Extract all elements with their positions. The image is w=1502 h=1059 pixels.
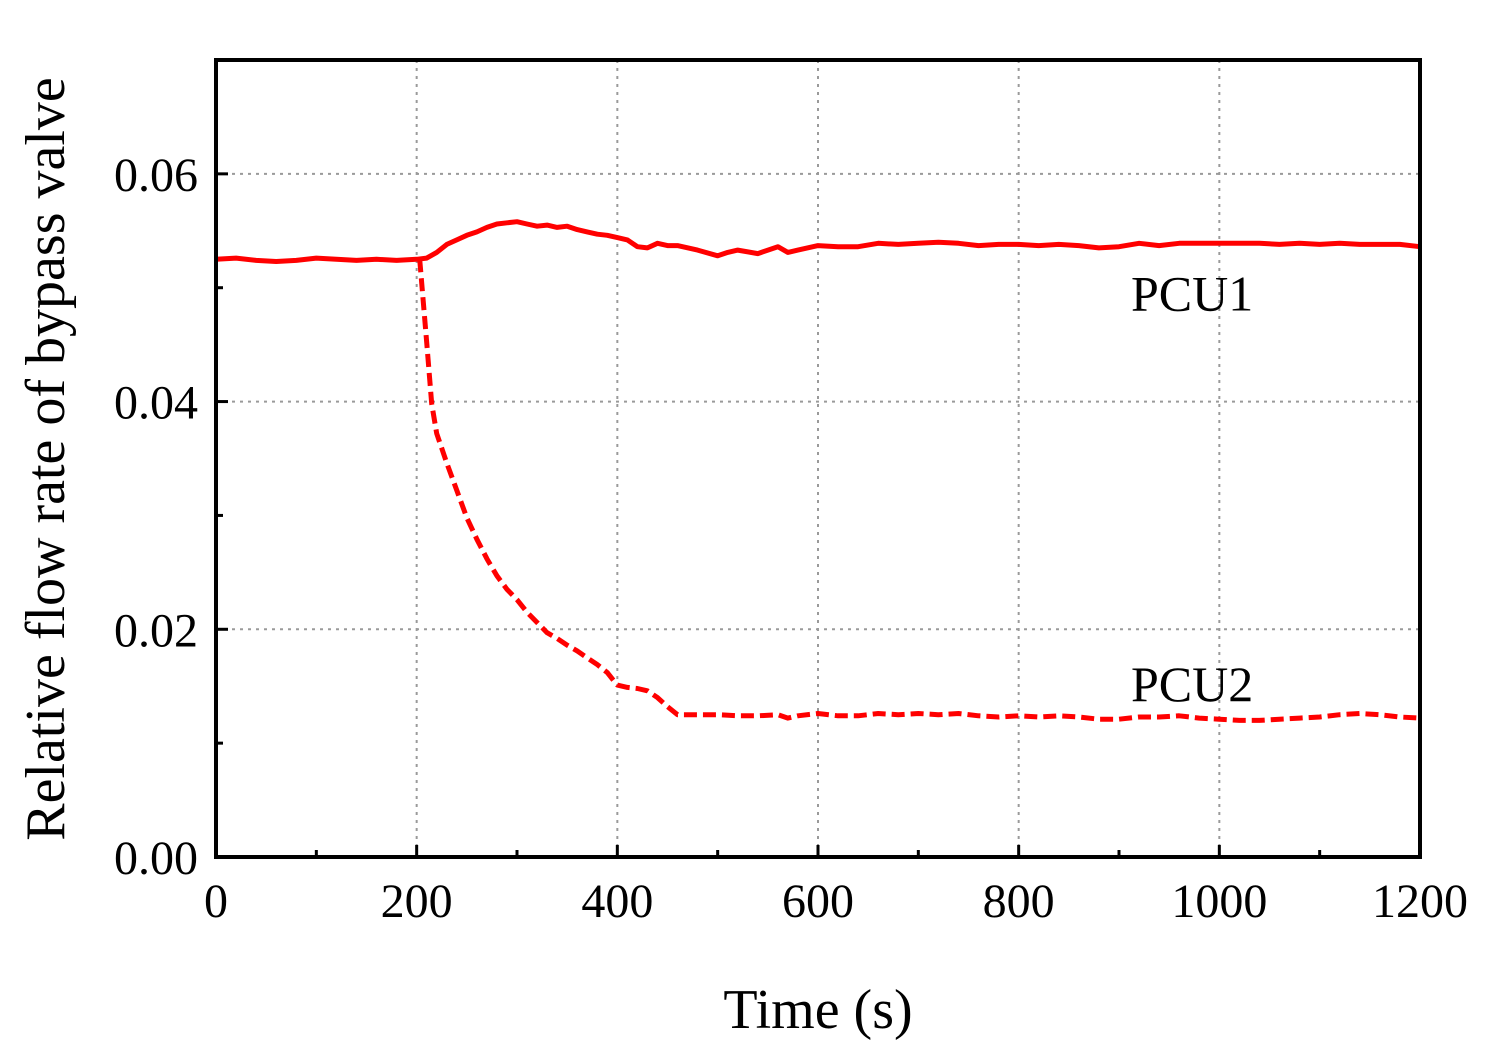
axis-ticks [214, 172, 1422, 859]
plot-frame [214, 58, 1422, 859]
y-tick-label: 0.02 [114, 604, 198, 657]
series-label-pcu1: PCU1 [1131, 265, 1253, 321]
x-axis-title: Time (s) [723, 979, 912, 1041]
x-tick-label: 0 [204, 875, 228, 928]
series-layer [215, 219, 1421, 723]
x-tick-label: 200 [381, 875, 453, 928]
x-tick-label: 800 [983, 875, 1055, 928]
y-tick-label: 0.00 [114, 832, 198, 885]
grid [216, 60, 1420, 857]
y-axis-title: Relative flow rate of bypass valve [15, 77, 77, 841]
x-tick-label: 1200 [1372, 875, 1468, 928]
y-tick-label: 0.06 [114, 149, 198, 202]
series-label-pcu2: PCU2 [1131, 656, 1253, 712]
series-line-pcu2 [417, 259, 1421, 723]
y-tick-label: 0.04 [114, 377, 198, 430]
x-tick-label: 400 [581, 875, 653, 928]
x-tick-label: 1000 [1171, 875, 1267, 928]
series-line-pcu1 [215, 219, 1421, 264]
x-tick-label: 600 [782, 875, 854, 928]
tick-labels: 0 200 400 600 800 1000 1200 0.00 0.02 0.04 0.06 PCU… [114, 149, 1468, 928]
